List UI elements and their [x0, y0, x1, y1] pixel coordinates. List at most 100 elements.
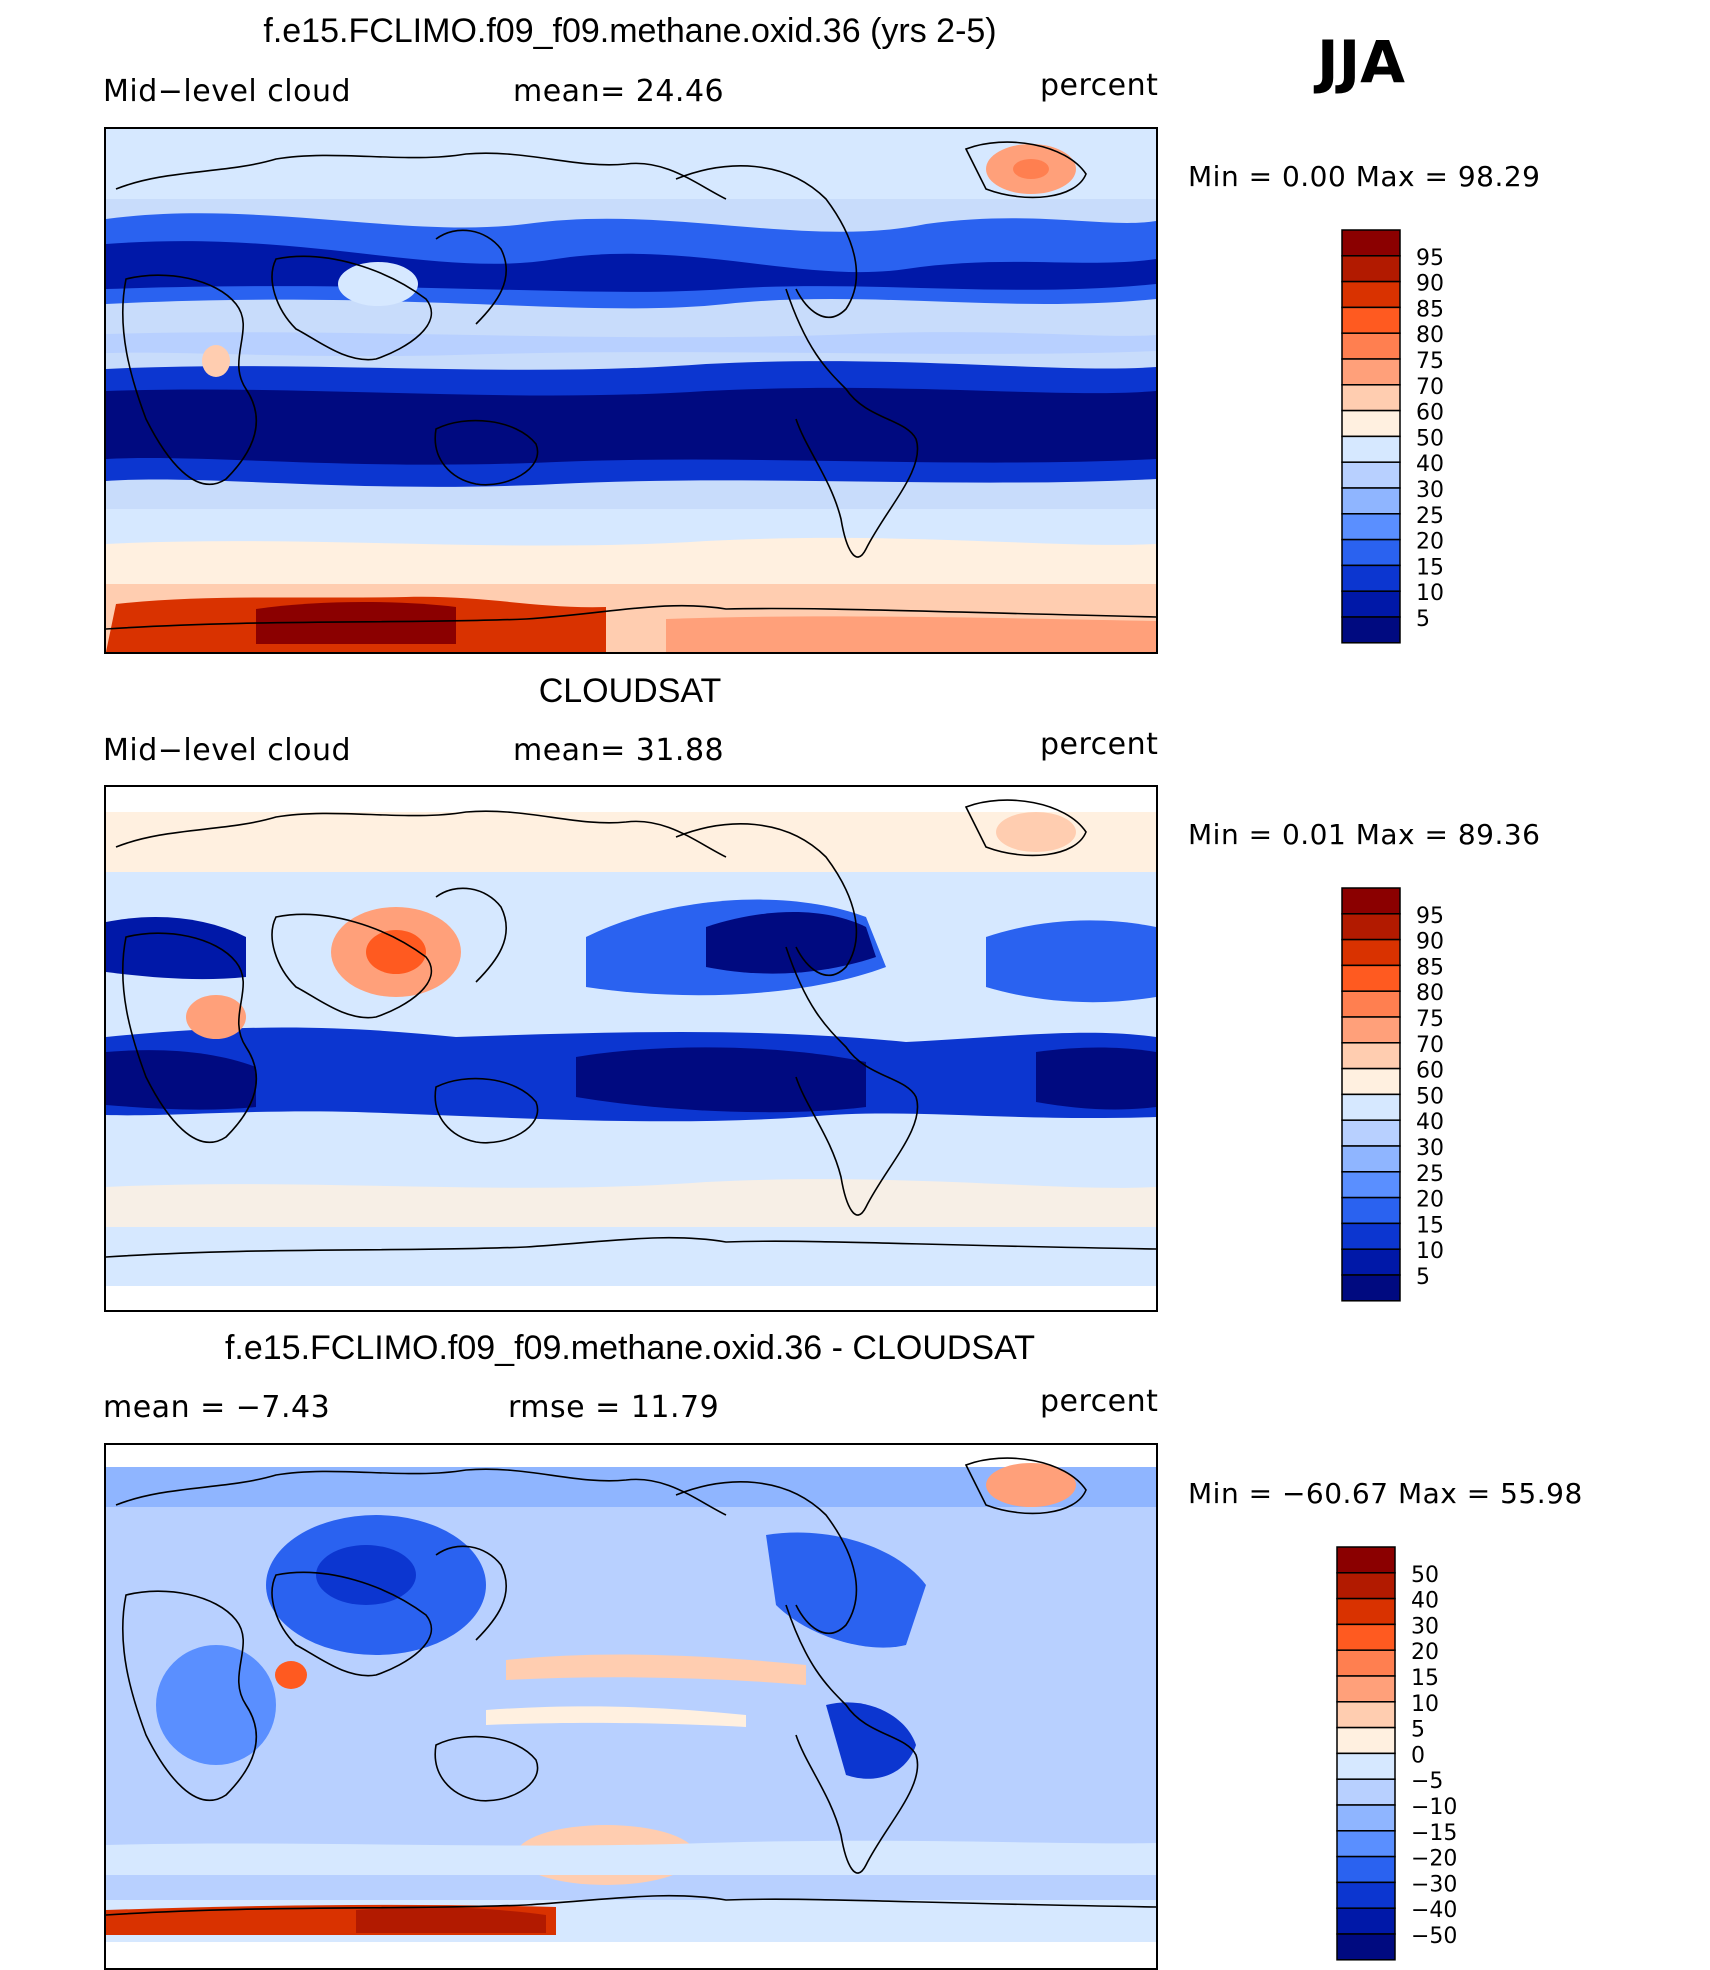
panel-2-colorbar-swatch: [1341, 990, 1401, 1018]
panel-1-title: f.e15.FCLIMO.f09_f09.methane.oxid.36 (yr…: [263, 12, 997, 50]
panel-1-mean-label: mean= 24.46: [513, 74, 725, 109]
panel-3-colorbar-swatch: [1336, 1649, 1396, 1677]
panel-2-colorbar-label: 70: [1416, 1033, 1444, 1058]
panel-3-colorbar-swatch: [1336, 1933, 1396, 1961]
panel-2-colorbar-swatch: [1341, 1196, 1401, 1225]
panel-2-units-label: percent: [1040, 727, 1159, 762]
panel-2-colorbar-label: 10: [1416, 1239, 1444, 1264]
panel-2-minmax: Min = 0.01 Max = 89.36: [1188, 818, 1541, 851]
panel-3-colorbar-swatch: [1336, 1597, 1396, 1626]
panel-1-colorbar-label: 40: [1416, 452, 1444, 477]
panel-1-colorbar-label: 50: [1416, 426, 1444, 451]
panel-3-minmax: Min = −60.67 Max = 55.98: [1188, 1477, 1583, 1510]
panel-3-map-field: [106, 1457, 1156, 1942]
panel-1-colorbar-swatch: [1341, 513, 1401, 541]
panel-2-colorbar-swatch: [1341, 913, 1401, 941]
panel-3-colorbar-swatch: [1336, 1830, 1396, 1858]
panel-2-colorbar-swatch: [1341, 1171, 1401, 1199]
season-label: JJA: [1317, 28, 1406, 96]
panel-2-mean-label: mean= 31.88: [513, 733, 725, 768]
panel-3-title: f.e15.FCLIMO.f09_f09.methane.oxid.36 - C…: [224, 1329, 1036, 1367]
panel-1-colorbar-label: 95: [1416, 246, 1444, 271]
panel-3-colorbar-swatch: [1336, 1623, 1396, 1651]
panel-3-rmse-label: rmse = 11.79: [508, 1390, 720, 1425]
panel-1-colorbar-swatch: [1341, 435, 1401, 463]
panel-1-map: [104, 127, 1158, 654]
panel-3-map: [104, 1443, 1158, 1970]
panel-1-colorbar-swatch: [1341, 409, 1401, 438]
panel-3-colorbar-label: 15: [1411, 1666, 1439, 1691]
panel-1-colorbar-label: 25: [1416, 504, 1444, 529]
panel-1-colorbar-label: 90: [1416, 272, 1444, 297]
panel-2-colorbar-swatch: [1341, 1274, 1401, 1302]
panel-1-colorbar-label: 80: [1416, 323, 1444, 348]
panel-2-variable-label: Mid−level cloud: [103, 733, 352, 768]
panel-1-colorbar-swatch: [1341, 332, 1401, 360]
panel-1-colorbar-swatch: [1341, 358, 1401, 386]
panel-2-colorbar-swatch: [1341, 1248, 1401, 1276]
panel-1-colorbar-swatch: [1341, 487, 1401, 515]
panel-2-colorbar-label: 75: [1416, 1007, 1444, 1032]
panel-1-colorbar-label: 20: [1416, 530, 1444, 555]
panel-1-colorbar-label: 85: [1416, 297, 1444, 322]
panel-2-colorbar-swatch: [1341, 1222, 1401, 1250]
panel-1-colorbar-swatch: [1341, 229, 1401, 257]
panel-3-colorbar-label: 40: [1411, 1589, 1439, 1614]
panel-3-colorbar-label: 50: [1411, 1563, 1439, 1588]
panel-2-colorbar-label: 85: [1416, 955, 1444, 980]
panel-1-colorbar-label: 15: [1416, 555, 1444, 580]
panel-2-colorbar-swatch: [1341, 938, 1401, 967]
panel-2-colorbar-label: 50: [1416, 1084, 1444, 1109]
panel-3-colorbar-swatch: [1336, 1881, 1396, 1909]
panel-2-colorbar-label: 60: [1416, 1059, 1444, 1084]
panel-2-colorbar-label: 5: [1416, 1265, 1430, 1290]
panel-1-units-label: percent: [1040, 68, 1159, 103]
panel-3-colorbar-swatch: [1336, 1572, 1396, 1600]
panel-3-colorbar-label: −5: [1411, 1769, 1443, 1794]
panel-1-colorbar-swatch: [1341, 461, 1401, 489]
panel-3-colorbar-label: 20: [1411, 1640, 1439, 1665]
panel-1-colorbar-swatch: [1341, 384, 1401, 412]
panel-2-colorbar-swatch: [1341, 1145, 1401, 1173]
panel-1-colorbar-swatch: [1341, 616, 1401, 644]
panel-3-colorbar-swatch: [1336, 1726, 1396, 1755]
panel-3-colorbar-label: −40: [1411, 1898, 1457, 1923]
panel-1-colorbar: 95 90 85 80 75 70 60 50 40 30 25 20 15 10 5: [1338, 228, 1518, 644]
panel-3-colorbar-label: −15: [1411, 1821, 1457, 1846]
panel-1-colorbar-label: 10: [1416, 581, 1444, 606]
panel-2-colorbar-swatch: [1341, 1093, 1401, 1121]
panel-2-colorbar-swatch: [1341, 964, 1401, 992]
panel-3-colorbar-swatch: [1336, 1546, 1396, 1574]
panel-1-colorbar-label: 30: [1416, 478, 1444, 503]
panel-3-colorbar-label: 5: [1411, 1718, 1425, 1743]
panel-1-colorbar-swatch: [1341, 564, 1401, 592]
panel-1-colorbar-swatch: [1341, 306, 1401, 334]
panel-2-colorbar-label: 80: [1416, 981, 1444, 1006]
panel-1-minmax: Min = 0.00 Max = 98.29: [1188, 160, 1541, 193]
panel-3-units-label: percent: [1040, 1384, 1159, 1419]
panel-3-colorbar-swatch: [1336, 1701, 1396, 1729]
panel-3-colorbar-swatch: [1336, 1778, 1396, 1806]
panel-2-colorbar-label: 90: [1416, 930, 1444, 955]
panel-3-colorbar-label: 0: [1411, 1743, 1425, 1768]
panel-2-colorbar-swatch: [1341, 1119, 1401, 1147]
panel-2-colorbar-label: 25: [1416, 1162, 1444, 1187]
panel-1-map-field: [106, 129, 1156, 652]
panel-2-colorbar-swatch: [1341, 1042, 1401, 1070]
panel-2-colorbar-label: 20: [1416, 1188, 1444, 1213]
panel-1-colorbar-label: 70: [1416, 375, 1444, 400]
panel-3-colorbar-label: −30: [1411, 1872, 1457, 1897]
panel-2-colorbar-label: 15: [1416, 1213, 1444, 1238]
panel-3-colorbar-swatch: [1336, 1804, 1396, 1832]
panel-1-colorbar-swatch: [1341, 280, 1401, 309]
panel-3-colorbar: 50 40 30 20 15 10 5 0 −5 −10 −15 −20 −30 −40 −50: [1333, 1545, 1523, 1961]
panel-2-colorbar-swatch: [1341, 1067, 1401, 1096]
panel-3-colorbar-swatch: [1336, 1855, 1396, 1884]
panel-3-colorbar-swatch: [1336, 1675, 1396, 1703]
panel-1-colorbar-swatch: [1341, 590, 1401, 618]
panel-2-colorbar-label: 30: [1416, 1136, 1444, 1161]
panel-3-colorbar-swatch: [1336, 1907, 1396, 1935]
